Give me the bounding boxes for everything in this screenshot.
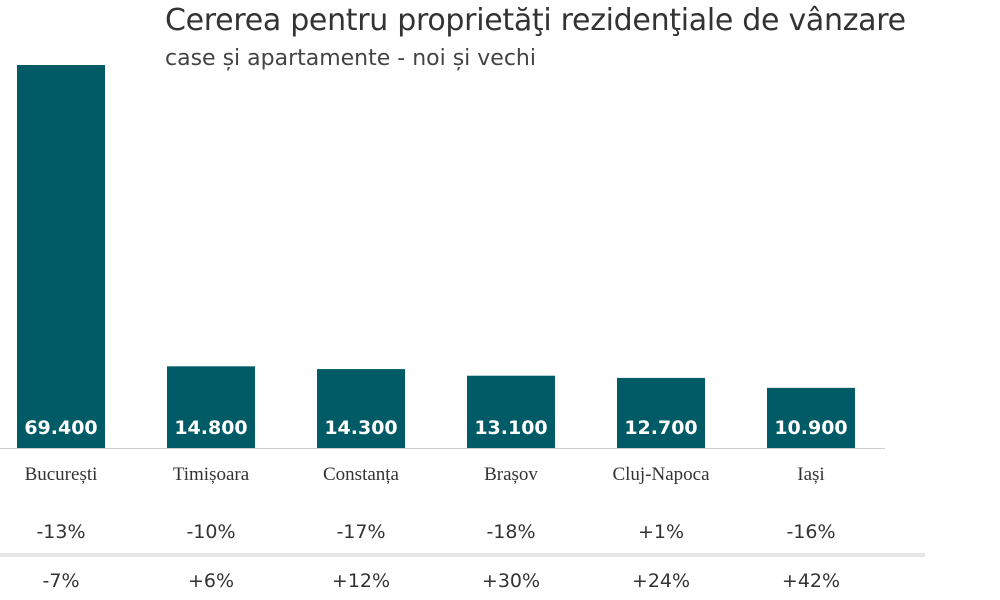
category-label: Cluj-Napoca [612,464,710,485]
category-label: Timișoara [173,464,250,485]
change-label-row-1: -16% [786,521,835,543]
change-label-row-1: -10% [186,521,235,543]
change-label-row-2: -7% [43,570,80,592]
change-label-row-2: +24% [632,570,690,592]
bar [167,366,255,448]
change-label-row-2: +30% [482,570,540,592]
bar-value-label: 69.400 [24,417,97,439]
bar-value-label: 12.700 [624,417,697,439]
change-label-row-1: -17% [336,521,385,543]
bar [467,375,555,448]
change-label-row-2: +6% [188,570,234,592]
change-label-row-1: +1% [638,521,684,543]
change-label-row-2: +42% [782,570,840,592]
bar [317,369,405,448]
bar [617,377,705,448]
chart-subtitle: case și apartamente - noi și vechi [165,46,536,71]
row-divider [0,553,925,557]
bar-value-label: 14.300 [324,417,397,439]
bar [17,65,105,448]
change-label-row-1: -18% [486,521,535,543]
bar-value-label: 10.900 [774,417,847,439]
bar-value-label: 14.800 [174,417,247,439]
category-label: Iași [797,464,824,485]
bar [767,387,855,448]
change-label-row-2: +12% [332,570,390,592]
category-label: Constanța [323,464,400,485]
category-label: București [25,464,98,485]
change-label-row-1: -13% [36,521,85,543]
bar-value-label: 13.100 [474,417,547,439]
category-label: Brașov [484,464,538,485]
chart-title: Cererea pentru proprietăţi rezidenţiale … [165,3,906,38]
